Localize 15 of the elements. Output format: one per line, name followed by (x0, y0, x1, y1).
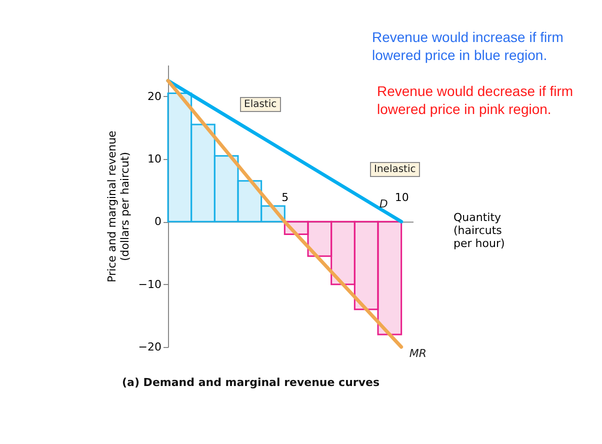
y-tick-label: 20 (148, 90, 162, 103)
x-axis-title: Quantity (haircuts per hour) (454, 211, 505, 250)
annotation: Revenue would decrease if firm lowered price in pink region. (377, 82, 574, 118)
y-tick-label: 0 (154, 215, 162, 228)
annotation: Elastic (240, 97, 281, 112)
series-label: MR (409, 347, 426, 360)
x-tick-label: 5 (282, 191, 289, 204)
series-label: D (379, 198, 388, 211)
y-axis-title: Price and marginal revenue (dollars per haircut) (105, 130, 132, 282)
text: Revenue would increase if firm lowered price in blue region. (372, 28, 564, 64)
annotation: Inelastic (370, 162, 420, 177)
y-tick-label: 10 (148, 152, 162, 166)
y-tick-label: −20 (138, 340, 162, 354)
text: (a) Demand and marginal revenue curves (122, 375, 381, 391)
y-tick-label: −10 (138, 278, 162, 291)
